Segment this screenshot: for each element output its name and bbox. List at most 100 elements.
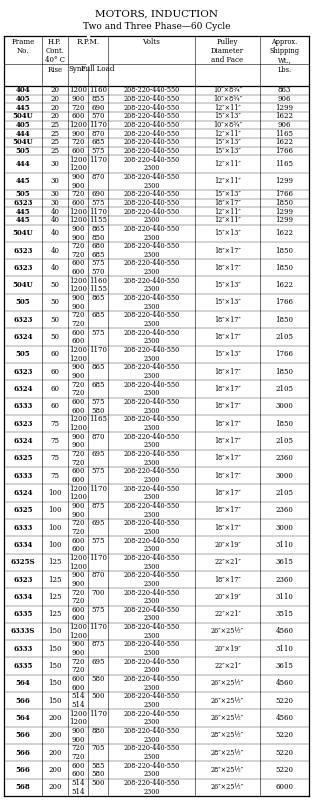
Text: 20: 20	[50, 86, 59, 94]
Text: 125: 125	[48, 610, 62, 618]
Text: 685: 685	[91, 251, 105, 259]
Text: 720: 720	[71, 458, 85, 466]
Text: 6334: 6334	[13, 541, 33, 549]
Text: 405: 405	[16, 95, 30, 103]
Text: 700: 700	[91, 589, 105, 597]
Text: 720: 720	[71, 138, 85, 146]
Text: 2300: 2300	[143, 164, 160, 172]
Text: 505: 505	[16, 147, 30, 155]
Text: Full Load: Full Load	[81, 65, 115, 73]
Text: 18″×17″: 18″×17″	[214, 199, 241, 207]
Text: 40: 40	[50, 246, 59, 254]
Text: 15″×13″: 15″×13″	[214, 229, 241, 237]
Text: 1850: 1850	[275, 246, 294, 254]
Text: 2300: 2300	[143, 788, 160, 796]
Text: 208-220-440-550: 208-220-440-550	[123, 86, 180, 94]
Text: 208-220-440-550: 208-220-440-550	[123, 173, 180, 181]
Text: 208-220-440-550: 208-220-440-550	[123, 658, 180, 666]
Text: 208-220-440-550: 208-220-440-550	[123, 519, 180, 527]
Text: 26″×25½″: 26″×25½″	[211, 627, 244, 635]
Text: 600: 600	[71, 398, 85, 406]
Text: 6323: 6323	[13, 368, 33, 376]
Text: 40: 40	[50, 229, 59, 237]
Text: 125: 125	[48, 593, 62, 601]
Text: 900: 900	[71, 95, 85, 103]
Text: 900: 900	[71, 234, 85, 242]
Text: 720: 720	[71, 381, 85, 389]
Text: 445: 445	[16, 178, 30, 186]
Text: 900: 900	[71, 580, 85, 588]
Text: 208-220-440-550: 208-220-440-550	[123, 571, 180, 579]
Text: 2300: 2300	[143, 251, 160, 259]
Text: 900: 900	[71, 225, 85, 233]
Text: 2300: 2300	[143, 424, 160, 432]
Text: 4560: 4560	[275, 627, 294, 635]
Text: 600: 600	[71, 537, 85, 545]
Text: 22″×21″: 22″×21″	[214, 610, 241, 618]
Text: 720: 720	[71, 589, 85, 597]
Text: 12″×11″: 12″×11″	[214, 160, 241, 168]
Text: 6324: 6324	[13, 489, 33, 497]
Text: 900: 900	[71, 372, 85, 380]
Text: 75: 75	[50, 454, 59, 462]
Text: 12″×11″: 12″×11″	[214, 178, 241, 186]
Text: 208-220-440-550: 208-220-440-550	[123, 147, 180, 155]
Text: Approx.
Shipping
Wt.,
Lbs.: Approx. Shipping Wt., Lbs.	[269, 38, 300, 74]
Text: 6325: 6325	[13, 454, 33, 462]
Text: 3615: 3615	[275, 662, 294, 670]
Text: 1170: 1170	[89, 485, 107, 493]
Text: 580: 580	[91, 406, 105, 414]
Text: 1850: 1850	[275, 368, 294, 376]
Text: 208-220-440-550: 208-220-440-550	[123, 589, 180, 597]
Text: 566: 566	[16, 766, 30, 774]
Text: 18″×17″: 18″×17″	[214, 489, 241, 497]
Text: 3110: 3110	[275, 645, 294, 653]
Text: Sync.: Sync.	[68, 65, 88, 73]
Text: 2300: 2300	[143, 320, 160, 328]
Text: 863: 863	[278, 86, 291, 94]
Text: Volts: Volts	[142, 38, 161, 46]
Text: 514: 514	[71, 779, 85, 787]
Text: 15″×13″: 15″×13″	[214, 281, 241, 289]
Text: 25: 25	[50, 121, 59, 129]
Text: 3000: 3000	[275, 523, 294, 531]
Text: 575: 575	[91, 147, 105, 155]
Text: 2300: 2300	[143, 580, 160, 588]
Text: 514: 514	[71, 701, 85, 709]
Text: 5220: 5220	[275, 749, 294, 757]
Text: 75: 75	[50, 472, 59, 480]
Text: 20″×19″: 20″×19″	[214, 645, 241, 653]
Text: 208-220-440-550: 208-220-440-550	[123, 346, 180, 354]
Text: 60: 60	[50, 402, 59, 410]
Text: 1766: 1766	[275, 298, 294, 306]
Text: 1766: 1766	[275, 350, 294, 358]
Text: 30: 30	[51, 190, 59, 198]
Text: 720: 720	[71, 519, 85, 527]
Text: 28″×25½″: 28″×25½″	[211, 731, 244, 739]
Text: 566: 566	[16, 731, 30, 739]
Text: 690: 690	[91, 104, 105, 112]
Text: 685: 685	[91, 138, 105, 146]
Text: 564: 564	[16, 679, 30, 687]
Text: 18″×17″: 18″×17″	[214, 506, 241, 514]
Text: 1766: 1766	[275, 147, 294, 155]
Text: 2300: 2300	[143, 649, 160, 657]
Text: 2300: 2300	[143, 770, 160, 778]
Text: 580: 580	[91, 675, 105, 683]
Text: 2300: 2300	[143, 372, 160, 380]
Text: 570: 570	[91, 112, 105, 120]
Text: 2360: 2360	[275, 506, 294, 514]
Text: 575: 575	[91, 329, 105, 337]
Text: 1200: 1200	[69, 485, 87, 493]
Text: 75: 75	[50, 437, 59, 445]
Text: 720: 720	[71, 528, 85, 536]
Text: 2300: 2300	[143, 597, 160, 605]
Text: 2300: 2300	[143, 406, 160, 414]
Text: 1200: 1200	[69, 554, 87, 562]
Text: 720: 720	[71, 753, 85, 761]
Text: 12″×11″: 12″×11″	[214, 216, 241, 224]
Text: 575: 575	[91, 398, 105, 406]
Text: 2300: 2300	[143, 338, 160, 346]
Text: 1200: 1200	[69, 86, 87, 94]
Text: 208-220-440-550: 208-220-440-550	[123, 606, 180, 614]
